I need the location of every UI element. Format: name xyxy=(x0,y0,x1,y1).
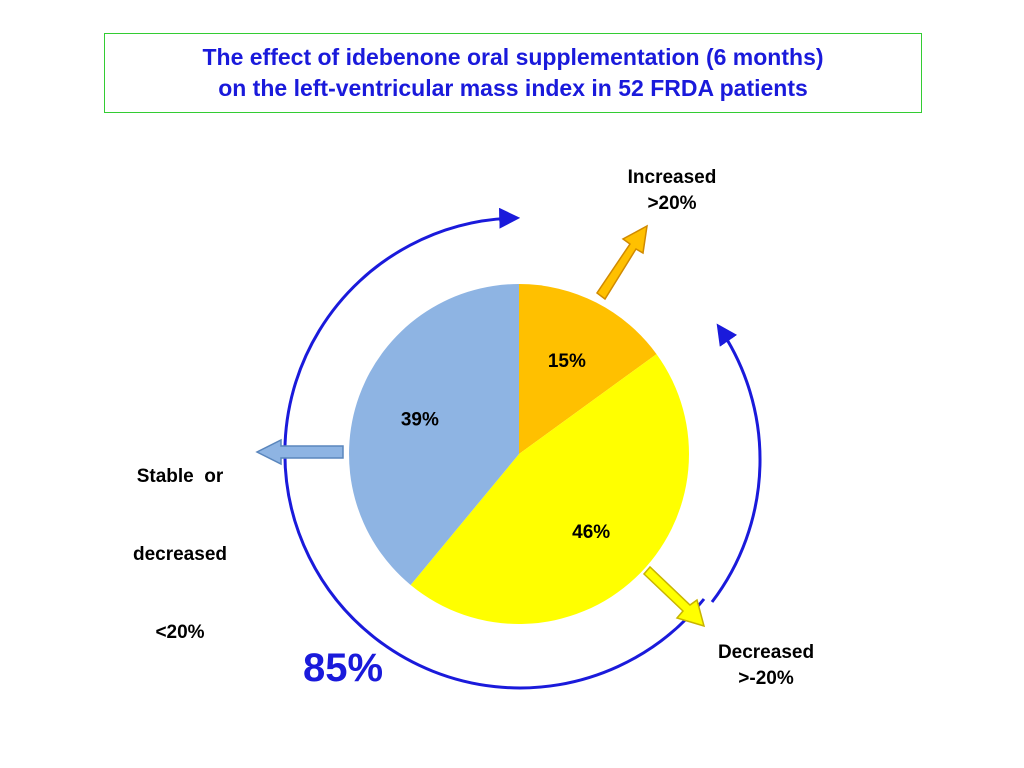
pie-slice-label-2: 39% xyxy=(401,409,439,430)
chart-title-box: The effect of idebenone oral supplementa… xyxy=(104,33,922,113)
stable-label: Stable or decreased <20% xyxy=(115,412,245,672)
large-arc-arrow xyxy=(283,207,706,690)
pie-slice-1 xyxy=(410,354,690,625)
combined-percentage: 85% xyxy=(303,646,384,690)
pie-slice-label-0: 15% xyxy=(548,351,586,372)
increased-label-line-1: Increased xyxy=(627,167,717,188)
stable-arrow xyxy=(255,438,344,466)
increased-label-line-2: >20% xyxy=(647,193,697,214)
right-arc-arrow xyxy=(710,323,762,603)
stable-label-line-1: Stable or xyxy=(136,466,224,487)
stable-label-line-2: decreased xyxy=(132,544,227,565)
decreased-label-line-1: Decreased xyxy=(717,642,815,663)
chart-title-line-2: on the left-ventricular mass index in 52… xyxy=(218,75,808,101)
pie-slice-0 xyxy=(519,284,657,454)
decreased-arrow xyxy=(642,565,706,628)
increased-label: Increased >20% xyxy=(612,165,732,217)
pie-slice-label-1: 46% xyxy=(572,522,610,543)
chart-title-line-1: The effect of idebenone oral supplementa… xyxy=(202,44,824,70)
pie-slice-2 xyxy=(348,284,519,585)
increased-arrow xyxy=(595,224,648,301)
decreased-label-line-2: >-20% xyxy=(738,668,794,689)
decreased-label: Decreased >-20% xyxy=(701,640,831,692)
stable-label-line-3: <20% xyxy=(155,622,205,643)
